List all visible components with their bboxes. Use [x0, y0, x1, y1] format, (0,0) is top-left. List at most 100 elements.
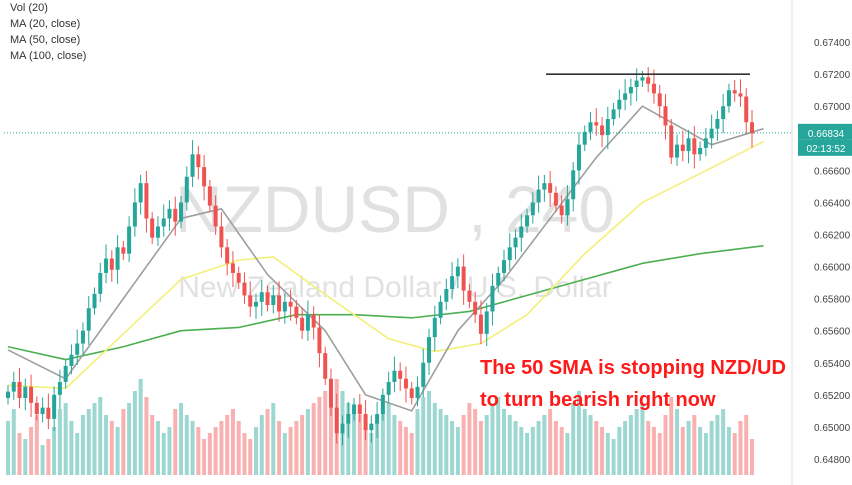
candle [150, 212, 155, 245]
volume-bar [594, 421, 599, 475]
y-tick-label: 0.67000 [814, 102, 851, 113]
candle-body [11, 382, 16, 392]
candle [432, 305, 437, 352]
candle-body [86, 308, 91, 331]
candle-body [167, 208, 172, 219]
price-axis: 0.674000.672000.670000.668000.666000.664… [791, 0, 852, 485]
candle [115, 235, 120, 284]
candle [52, 386, 57, 432]
candle [75, 329, 80, 365]
candle-body [536, 189, 541, 203]
candle [438, 295, 443, 325]
candle-body [6, 391, 10, 399]
candle-body [196, 154, 201, 168]
volume-bar [513, 421, 518, 475]
candle-body [352, 404, 357, 415]
candle-body [375, 414, 380, 424]
ma50-line [7, 140, 764, 390]
volume-bar [698, 427, 703, 475]
annotation-text: The 50 SMA is stopping NZD/UD [480, 357, 786, 379]
candle-body [230, 263, 235, 273]
candle-body [634, 80, 639, 87]
last-price-label: 0.66834 [808, 129, 845, 140]
volume-bar [86, 409, 91, 475]
candle [340, 415, 345, 446]
candle-body [369, 423, 374, 431]
candle [646, 67, 651, 93]
candle-body [663, 106, 668, 126]
volume-bar [184, 415, 189, 475]
volume-bar [352, 409, 357, 475]
candle-body [409, 388, 414, 399]
candle-body [323, 353, 328, 379]
volume-bar [167, 427, 172, 475]
candle-body [184, 176, 189, 203]
candle [490, 273, 495, 326]
candle [202, 154, 207, 201]
volume-bar [726, 427, 731, 475]
watermark-symbol: NZDUSD , 240 [175, 172, 615, 246]
volume-bar [230, 409, 235, 475]
candle-body [346, 414, 351, 424]
volume-bar [715, 415, 720, 475]
axis-background [792, 0, 852, 485]
candle [715, 110, 720, 141]
legend-ma100[interactable]: MA (100, close) [10, 50, 87, 62]
volume-bar [525, 433, 530, 475]
candle-body [600, 125, 605, 136]
volume-bar [686, 421, 691, 475]
candle [282, 293, 287, 324]
volume-bar [438, 409, 443, 475]
candle-body [150, 218, 155, 238]
legend-ma50[interactable]: MA (50, close) [10, 34, 81, 46]
candle [582, 125, 587, 152]
volume-bar [732, 433, 737, 475]
candle-body [721, 106, 726, 120]
candle-body [502, 260, 506, 273]
y-tick-label: 0.65600 [814, 327, 851, 338]
candle [640, 70, 645, 87]
candle [628, 78, 633, 106]
candle-body [392, 370, 397, 382]
candle [565, 185, 570, 226]
candle [415, 376, 420, 407]
y-tick-label: 0.66200 [814, 230, 851, 241]
volume-bar [571, 403, 576, 475]
indicator-legend: Vol (20) MA (20, close) MA (50, close) M… [10, 0, 86, 64]
volume-bar [738, 421, 743, 475]
candle [617, 89, 622, 118]
candle [323, 346, 328, 386]
candle-body [548, 183, 553, 193]
volume-bar [744, 415, 749, 475]
volume-bar [150, 415, 155, 475]
candle [46, 393, 51, 430]
candle [698, 141, 703, 161]
candle-body [271, 295, 276, 306]
legend-ma20[interactable]: MA (20, close) [10, 18, 81, 30]
candle [386, 371, 391, 404]
candle-body [288, 301, 293, 307]
volume-bar [455, 427, 460, 475]
candle [225, 238, 230, 276]
candle [80, 322, 85, 356]
candle [265, 285, 270, 312]
volume-bar [553, 421, 558, 475]
volume-bar [127, 403, 132, 475]
candle [57, 369, 62, 409]
candle [236, 266, 241, 289]
last-price-badge [798, 123, 852, 140]
candle-body [132, 202, 137, 227]
candle [553, 186, 558, 213]
volume-bar [248, 439, 253, 475]
volume-bar [317, 397, 322, 475]
volume-bar [392, 415, 397, 475]
candle [184, 166, 189, 211]
volume-bar [57, 409, 62, 475]
candle [750, 110, 754, 148]
candle-body [473, 301, 478, 315]
legend-vol[interactable]: Vol (20) [10, 2, 48, 14]
candle [23, 378, 28, 411]
candle [213, 195, 218, 235]
volume-bar [496, 397, 501, 475]
